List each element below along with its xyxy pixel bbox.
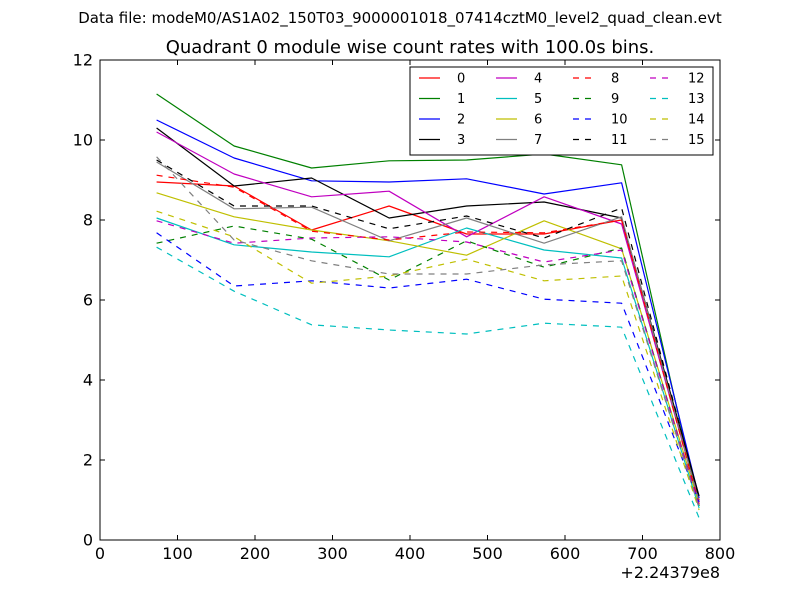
legend-label-7: 7 — [534, 133, 542, 148]
suptitle: Data file: modeM0/AS1A02_150T03_90000010… — [78, 9, 722, 28]
legend-label-13: 13 — [688, 92, 705, 107]
legend-label-1: 1 — [457, 92, 465, 107]
x-tick-label-400: 400 — [395, 544, 426, 563]
x-tick-label-600: 600 — [550, 544, 581, 563]
y-tick-label-0: 0 — [83, 531, 93, 550]
series-line-10 — [156, 232, 700, 503]
y-tick-label-12: 12 — [73, 51, 93, 70]
legend-label-14: 14 — [688, 113, 705, 128]
series-line-3 — [156, 127, 700, 497]
series-line-12 — [156, 220, 700, 507]
legend-label-0: 0 — [457, 72, 465, 87]
x-tick-label-700: 700 — [627, 544, 658, 563]
legend-label-4: 4 — [534, 72, 542, 87]
series-line-14 — [156, 210, 700, 511]
series-line-2 — [156, 119, 700, 499]
legend-label-12: 12 — [688, 72, 705, 87]
legend-label-2: 2 — [457, 113, 465, 128]
series-line-6 — [156, 192, 700, 505]
series-line-5 — [156, 217, 700, 509]
x-tick-label-100: 100 — [162, 544, 193, 563]
series-line-15 — [156, 156, 700, 509]
series-line-1 — [156, 93, 700, 507]
legend-label-15: 15 — [688, 133, 705, 148]
series-line-8 — [156, 174, 700, 505]
legend-label-9: 9 — [611, 92, 619, 107]
legend-label-5: 5 — [534, 92, 542, 107]
y-tick-label-6: 6 — [83, 291, 93, 310]
x-offset-label: +2.24379e8 — [620, 563, 720, 582]
series-group — [156, 93, 700, 519]
y-tick-label-4: 4 — [83, 371, 93, 390]
series-line-9 — [156, 225, 700, 507]
series-line-4 — [156, 131, 700, 503]
legend-label-11: 11 — [611, 133, 628, 148]
legend-label-3: 3 — [457, 133, 465, 148]
y-tick-label-10: 10 — [73, 131, 93, 150]
legend-label-8: 8 — [611, 72, 619, 87]
series-line-7 — [156, 161, 700, 503]
y-tick-label-8: 8 — [83, 211, 93, 230]
series-line-13 — [156, 246, 700, 519]
chart-title: Quadrant 0 module wise count rates with … — [166, 37, 655, 58]
series-line-11 — [156, 159, 700, 499]
x-tick-label-200: 200 — [240, 544, 271, 563]
x-tick-label-300: 300 — [317, 544, 348, 563]
y-tick-label-2: 2 — [83, 451, 93, 470]
x-tick-label-500: 500 — [472, 544, 503, 563]
x-tick-label-0: 0 — [95, 544, 105, 563]
legend-box — [409, 66, 714, 156]
series-line-0 — [156, 181, 700, 501]
legend-label-10: 10 — [611, 113, 628, 128]
legend-label-6: 6 — [534, 113, 542, 128]
x-tick-label-800: 800 — [705, 544, 736, 563]
